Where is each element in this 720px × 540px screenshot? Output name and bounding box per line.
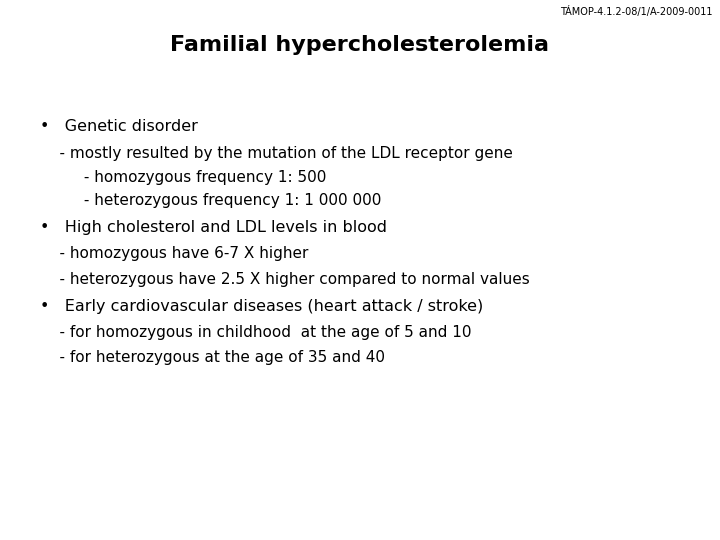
- Text: - homozygous frequency 1: 500: - homozygous frequency 1: 500: [40, 170, 326, 185]
- Text: TÁMOP-4.1.2-08/1/A-2009-0011: TÁMOP-4.1.2-08/1/A-2009-0011: [560, 6, 713, 17]
- Text: •   Early cardiovascular diseases (heart attack / stroke): • Early cardiovascular diseases (heart a…: [40, 299, 483, 314]
- Text: - for homozygous in childhood  at the age of 5 and 10: - for homozygous in childhood at the age…: [40, 325, 471, 340]
- Text: Familial hypercholesterolemia: Familial hypercholesterolemia: [171, 35, 549, 55]
- Text: •   High cholesterol and LDL levels in blood: • High cholesterol and LDL levels in blo…: [40, 220, 387, 235]
- Text: •   Genetic disorder: • Genetic disorder: [40, 119, 197, 134]
- Text: - for heterozygous at the age of 35 and 40: - for heterozygous at the age of 35 and …: [40, 350, 384, 365]
- Text: - mostly resulted by the mutation of the LDL receptor gene: - mostly resulted by the mutation of the…: [40, 146, 513, 161]
- Text: - heterozygous have 2.5 X higher compared to normal values: - heterozygous have 2.5 X higher compare…: [40, 272, 529, 287]
- Text: - homozygous have 6-7 X higher: - homozygous have 6-7 X higher: [40, 246, 308, 261]
- Text: - heterozygous frequency 1: 1 000 000: - heterozygous frequency 1: 1 000 000: [40, 193, 381, 208]
